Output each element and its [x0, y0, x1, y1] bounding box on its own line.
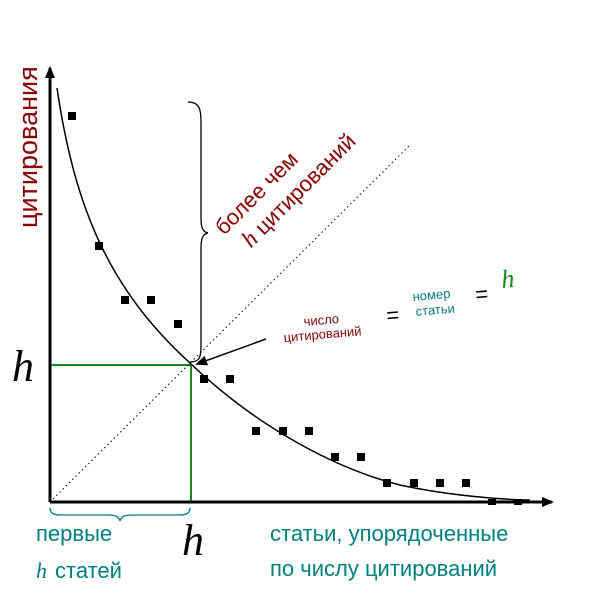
eq-citations-line2: цитирований: [283, 323, 362, 345]
h-label-x: h: [182, 516, 204, 565]
eq-equals-1: =: [385, 302, 400, 328]
data-points: [68, 112, 522, 505]
first-h-line2: статей: [55, 558, 122, 583]
citation-curve: [56, 87, 531, 501]
x-axis-label-line1: статьи, упорядоченные: [270, 521, 508, 546]
data-point: [68, 112, 76, 120]
data-point: [279, 427, 287, 435]
pointer-arrow: [195, 338, 267, 366]
y-axis-label: цитирования: [13, 66, 43, 228]
data-point: [357, 453, 365, 461]
h-label-y: h: [12, 342, 34, 391]
data-point: [462, 479, 470, 487]
data-point: [147, 296, 155, 304]
x-axis-label-line2: по числу цитирований: [270, 556, 497, 581]
first-h-h: h: [36, 558, 47, 583]
brace-label: более чем h цитирований: [210, 128, 361, 253]
data-point: [252, 427, 260, 435]
eq-h: h: [500, 264, 515, 294]
data-point: [95, 242, 103, 250]
first-h-line1: первые: [36, 521, 112, 546]
data-point: [226, 375, 234, 383]
vertical-brace: [187, 101, 209, 363]
data-point: [488, 499, 496, 505]
data-point: [305, 427, 313, 435]
data-point: [174, 320, 182, 328]
data-point: [410, 479, 418, 487]
data-point: [436, 479, 444, 487]
diagonal-dotted-line: [49, 144, 411, 503]
data-point: [200, 375, 208, 383]
horizontal-brace: [49, 507, 191, 522]
eq-citations-line1: число: [303, 311, 340, 329]
eq-equals-2: =: [474, 281, 489, 307]
eq-paper-line1: номер: [412, 286, 451, 304]
eq-paper-line2: статьи: [415, 301, 455, 319]
data-point: [514, 499, 522, 505]
data-point: [331, 453, 339, 461]
data-point: [383, 479, 391, 487]
data-point: [121, 296, 129, 304]
